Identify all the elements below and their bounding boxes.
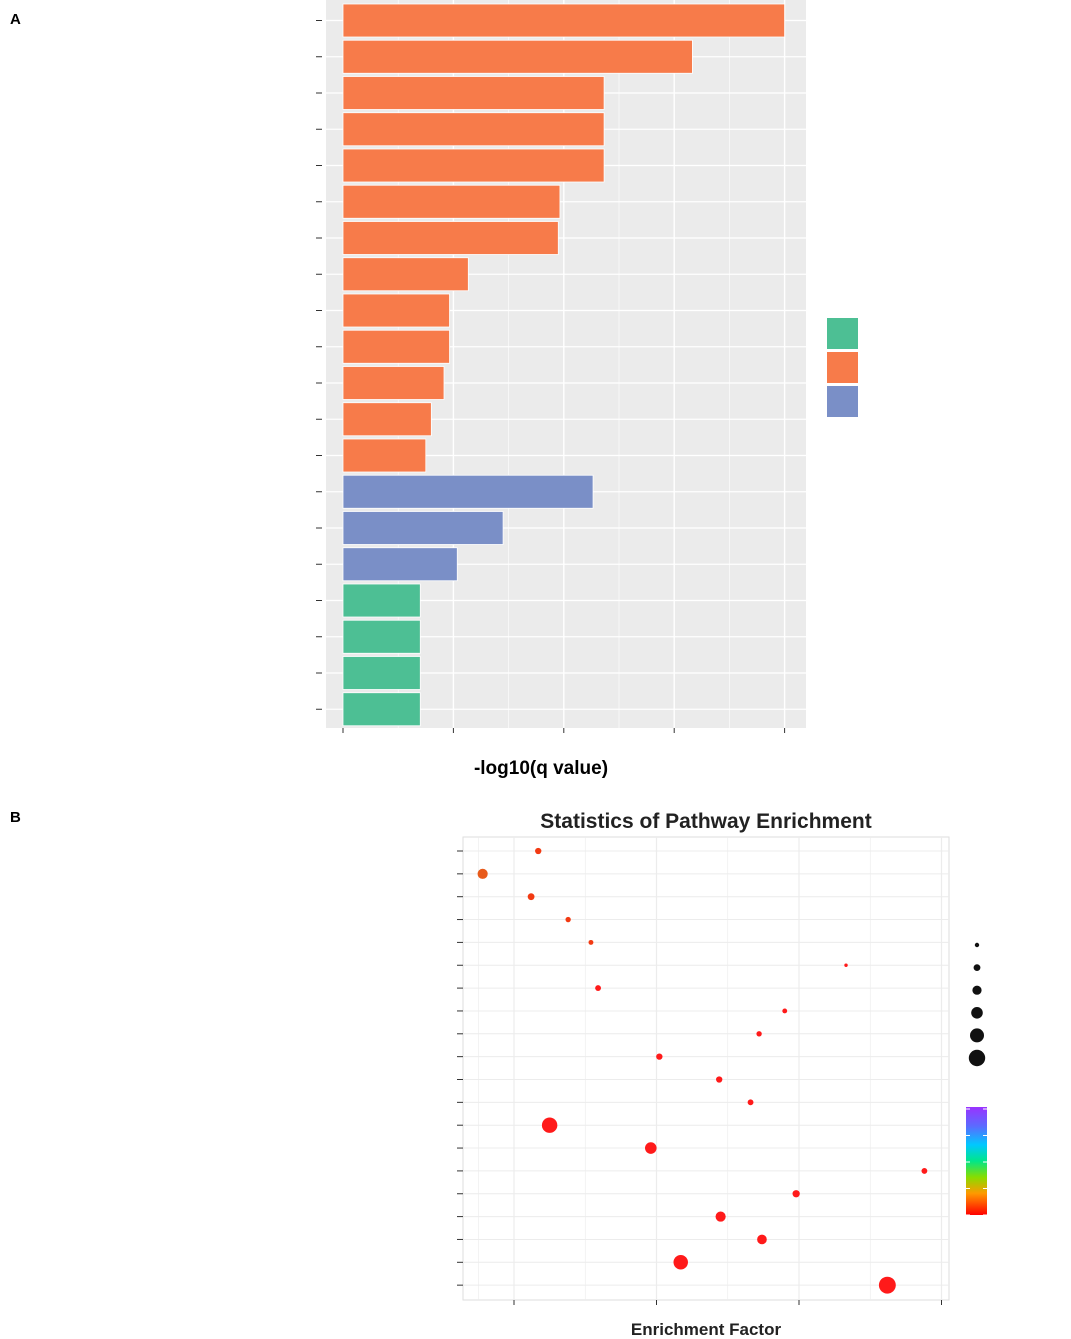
- point: [747, 1099, 754, 1106]
- point: [645, 1142, 657, 1154]
- bar: [342, 547, 458, 582]
- point: [656, 1053, 663, 1060]
- panel-b-x-axis: [513, 1300, 942, 1305]
- panel-a-legend: [827, 318, 858, 417]
- size-legend-dot: [974, 942, 980, 948]
- point: [757, 1234, 767, 1245]
- panel-a-label: A: [10, 11, 21, 28]
- panel-a-x-axis: [342, 728, 786, 733]
- bar: [342, 438, 427, 473]
- point: [673, 1255, 688, 1270]
- bar: [342, 692, 421, 727]
- panel-a: A -log10(q value): [10, 0, 858, 779]
- bar: [342, 148, 605, 183]
- panel-b-label: B: [10, 809, 21, 826]
- bar: [342, 112, 605, 147]
- legend-swatch: [827, 352, 858, 383]
- legend-swatch: [827, 386, 858, 417]
- legend-swatch: [827, 318, 858, 349]
- size-legend-dot: [972, 985, 982, 995]
- point: [782, 1008, 788, 1014]
- panel-b-title: Statistics of Pathway Enrichment: [540, 810, 871, 833]
- bar: [342, 39, 693, 74]
- point: [878, 1276, 896, 1294]
- point: [541, 1117, 558, 1133]
- point: [535, 847, 542, 855]
- bar: [342, 474, 594, 509]
- size-legend-dot: [968, 1049, 986, 1067]
- bar: [342, 257, 469, 292]
- panel-a-bars: [342, 3, 786, 727]
- bar: [342, 366, 445, 400]
- bar: [342, 184, 561, 219]
- bar: [342, 293, 450, 328]
- panel-b-x-axis-label: Enrichment Factor: [631, 1320, 782, 1339]
- point: [921, 1167, 928, 1174]
- point: [527, 893, 535, 901]
- bar: [342, 402, 432, 437]
- point: [792, 1190, 800, 1198]
- panel-b-pathway-labels: [457, 850, 463, 1286]
- point: [595, 985, 601, 992]
- panel-a-x-axis-label: -log10(q value): [474, 758, 608, 779]
- point: [477, 868, 488, 879]
- panel-b-plot-background: [462, 836, 950, 1301]
- point: [565, 916, 571, 923]
- point: [756, 1031, 762, 1037]
- panel-b: B Statistics of Pathway Enrichment Enric…: [10, 809, 987, 1339]
- bar: [342, 3, 786, 38]
- bar: [342, 619, 421, 654]
- bar: [342, 76, 605, 110]
- bar: [342, 329, 450, 364]
- point: [588, 939, 594, 945]
- panel-b-points: [477, 847, 928, 1294]
- size-legend-dot: [973, 964, 981, 971]
- panel-a-category-labels: [316, 20, 322, 710]
- color-legend-bar: [966, 1107, 987, 1215]
- size-legend-dot: [970, 1028, 984, 1043]
- bar: [342, 583, 421, 618]
- bar: [342, 511, 504, 545]
- size-legend-dot: [971, 1007, 983, 1019]
- bar: [342, 656, 421, 690]
- panel-b-color-legend: [966, 1107, 987, 1216]
- point: [716, 1076, 723, 1083]
- point: [715, 1211, 726, 1222]
- panel-b-size-legend: [968, 942, 986, 1067]
- panel-b-gridlines: [463, 837, 949, 1300]
- point: [844, 963, 848, 967]
- bar: [342, 221, 559, 255]
